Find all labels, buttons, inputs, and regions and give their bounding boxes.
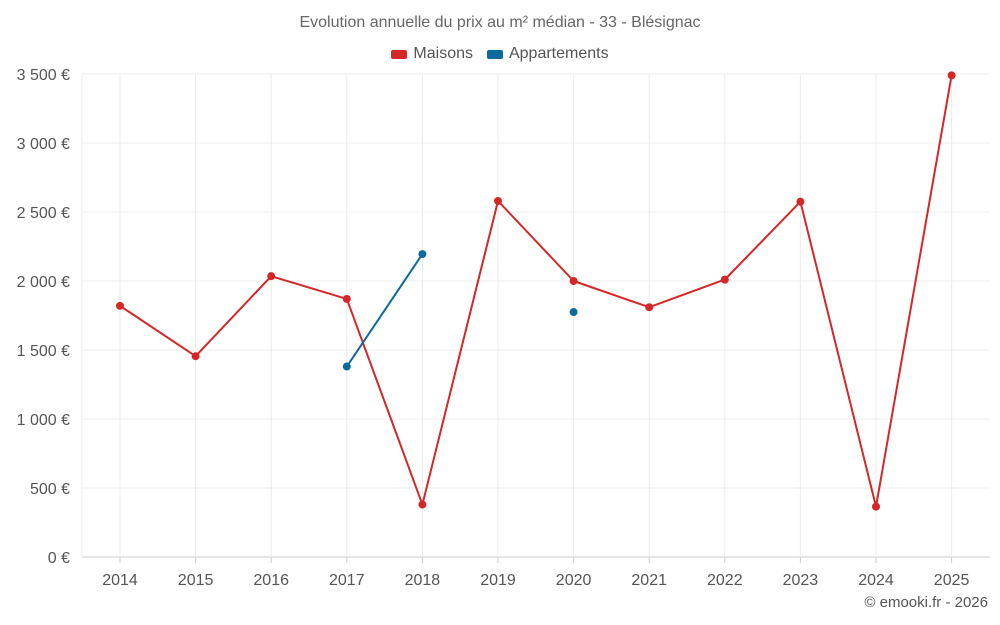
legend-item-maisons[interactable]: Maisons (391, 45, 473, 63)
y-tick-label: 3 500 € (17, 67, 70, 84)
x-tick-label: 2024 (858, 572, 894, 589)
x-tick-label: 2017 (329, 572, 365, 589)
series-line-maisons (119, 75, 953, 508)
x-tick-label: 2022 (707, 572, 743, 589)
legend-item-appartements[interactable]: Appartements (486, 45, 609, 63)
x-tick-label: 2014 (102, 572, 138, 589)
data-point-maisons (872, 502, 880, 511)
data-point-appartements (569, 308, 578, 317)
legend: Maisons Appartements (0, 45, 1000, 63)
data-point-maisons (796, 197, 805, 206)
data-point-maisons (720, 275, 729, 284)
data-point-maisons (116, 301, 124, 310)
data-point-maisons (947, 71, 956, 80)
y-tick-label: 2 000 € (17, 274, 70, 291)
data-point-maisons (645, 303, 654, 312)
y-tick-label: 2 500 € (17, 205, 70, 222)
chart-title: Evolution annuelle du prix au m² médian … (299, 14, 701, 31)
y-tick-label: 1 000 € (17, 412, 70, 429)
x-tick-label: 2015 (178, 572, 214, 589)
x-tick-label: 2023 (783, 572, 819, 589)
legend-swatch-maisons (391, 49, 408, 59)
y-tick-label: 1 500 € (17, 343, 70, 360)
y-tick-label: 0 € (48, 550, 70, 567)
data-point-maisons (342, 294, 351, 303)
data-point-appartements (342, 362, 351, 371)
x-tick-label: 2020 (556, 572, 592, 589)
data-point-maisons (569, 277, 578, 285)
x-tick-label: 2018 (405, 572, 441, 589)
y-tick-label: 3 000 € (17, 136, 70, 153)
x-tick-label: 2021 (631, 572, 667, 589)
series-line-appartements (345, 253, 424, 368)
data-point-maisons (418, 500, 427, 509)
x-tick-label: 2016 (253, 572, 289, 589)
legend-swatch-appartements (486, 49, 503, 59)
data-point-maisons (267, 272, 276, 281)
data-point-maisons (191, 352, 200, 361)
legend-label-appartements: Appartements (508, 45, 609, 62)
x-tick-label: 2025 (934, 572, 970, 589)
y-tick-label: 500 € (30, 481, 70, 498)
x-tick-label: 2019 (480, 572, 516, 589)
data-point-maisons (494, 196, 502, 205)
credit-text: © emooki.fr - 2026 (864, 594, 988, 611)
legend-label-maisons: Maisons (413, 45, 473, 62)
data-point-appartements (418, 250, 427, 259)
